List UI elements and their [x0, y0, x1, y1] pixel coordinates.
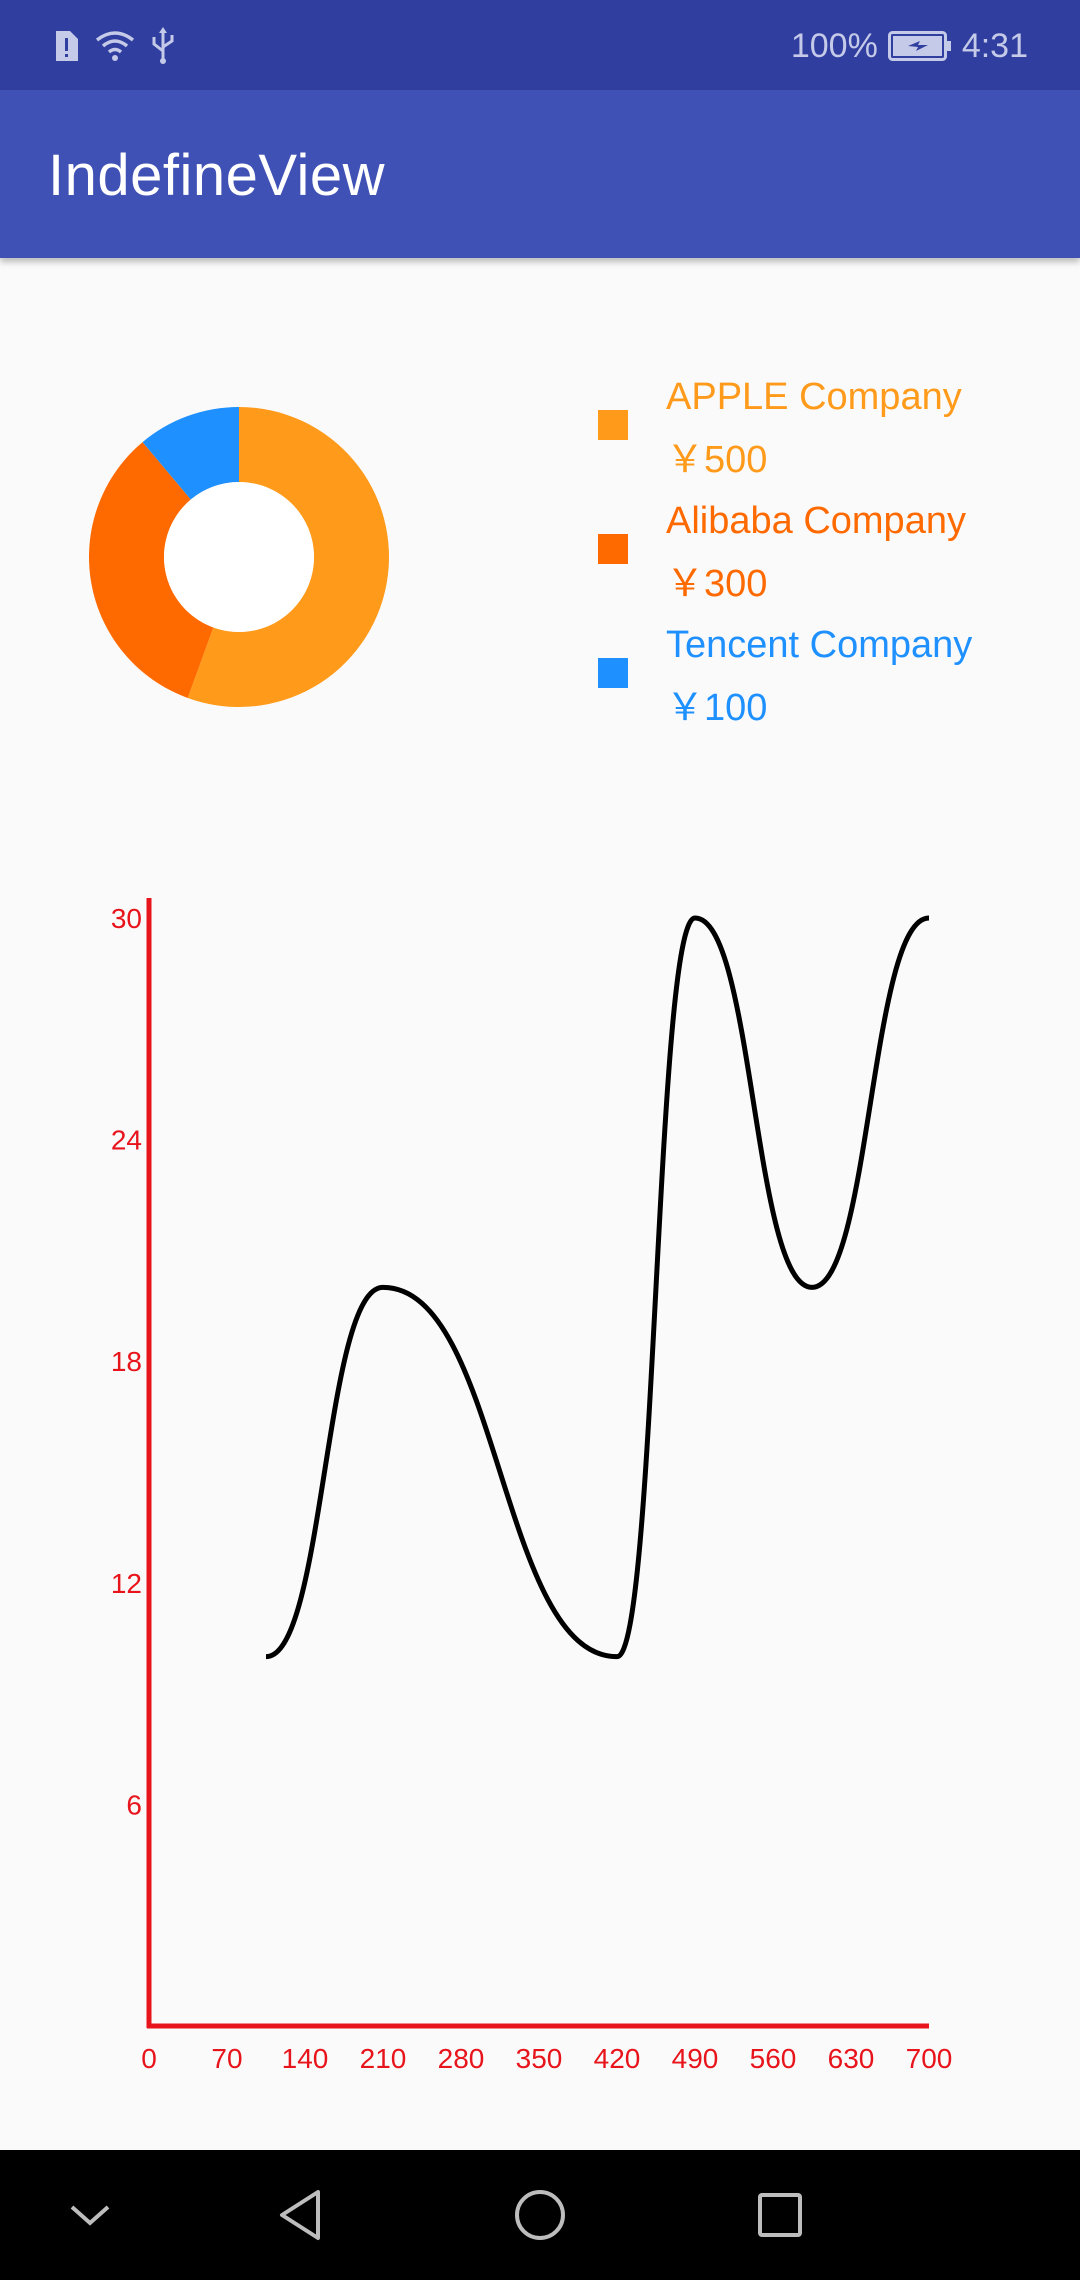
battery-percent: 100% [790, 26, 878, 65]
battery-charging-icon [887, 31, 951, 61]
legend-swatch-alibaba [598, 534, 628, 564]
legend-name-alibaba: Alibaba Company [666, 500, 966, 542]
app-bar: IndefineView [0, 90, 1080, 258]
x-tick-label: 490 [672, 2043, 719, 2074]
x-tick-label: 210 [360, 2043, 407, 2074]
x-tick-label: 280 [438, 2043, 485, 2074]
legend-value-apple: ￥500 [666, 439, 768, 481]
back-icon [280, 2190, 320, 2240]
collapse-button[interactable] [50, 2175, 130, 2255]
recents-icon [758, 2193, 802, 2237]
legend-swatch-apple [598, 410, 628, 440]
donut-chart [88, 406, 390, 708]
line-chart: 0 70 140 210 280 350 420 490 560 630 700 6 12 18 24 30 [111, 898, 953, 2074]
status-right: 100% 4:31 [791, 26, 1028, 66]
x-tick-label: 560 [750, 2043, 797, 2074]
donut-slice-0 [187, 407, 389, 707]
donut-hole [164, 482, 314, 632]
app-title: IndefineView [48, 143, 386, 208]
status-bar: 100% 4:31 [0, 0, 1080, 90]
back-button[interactable] [260, 2175, 340, 2255]
x-tick-label: 700 [906, 2043, 953, 2074]
usb-icon [152, 27, 174, 64]
x-tick-label: 420 [594, 2043, 641, 2074]
legend-name-apple: APPLE Company [666, 376, 962, 418]
legend-value-tencent: ￥100 [666, 687, 768, 729]
y-tick-label: 30 [111, 903, 142, 934]
y-tick-label: 18 [111, 1346, 142, 1377]
x-tick-label: 0 [141, 2043, 157, 2074]
y-tick-label: 24 [111, 1125, 142, 1156]
donut-slice-2 [142, 407, 239, 500]
x-tick-label: 70 [211, 2043, 242, 2074]
y-tick-label: 6 [126, 1789, 142, 1820]
home-button[interactable] [500, 2175, 580, 2255]
nav-bar [0, 2150, 1080, 2280]
x-tick-label: 630 [828, 2043, 875, 2074]
x-tick-label: 350 [516, 2043, 563, 2074]
y-tick-label: 12 [111, 1568, 142, 1599]
series-line [265, 915, 930, 1660]
legend-value-alibaba: ￥300 [666, 563, 768, 605]
x-tick-label: 140 [282, 2043, 329, 2074]
donut-slice-1 [89, 442, 214, 698]
collapse-chevron-icon [70, 2205, 110, 2226]
status-icons [52, 26, 176, 66]
legend-name-tencent: Tencent Company [666, 624, 973, 666]
home-icon [515, 2190, 565, 2240]
wifi-icon [95, 31, 135, 61]
sim-alert-icon [56, 31, 78, 61]
clock: 4:31 [961, 26, 1028, 65]
recents-button[interactable] [740, 2175, 820, 2255]
legend-swatch-tencent [598, 658, 628, 688]
donut-chart-svg [89, 407, 389, 707]
